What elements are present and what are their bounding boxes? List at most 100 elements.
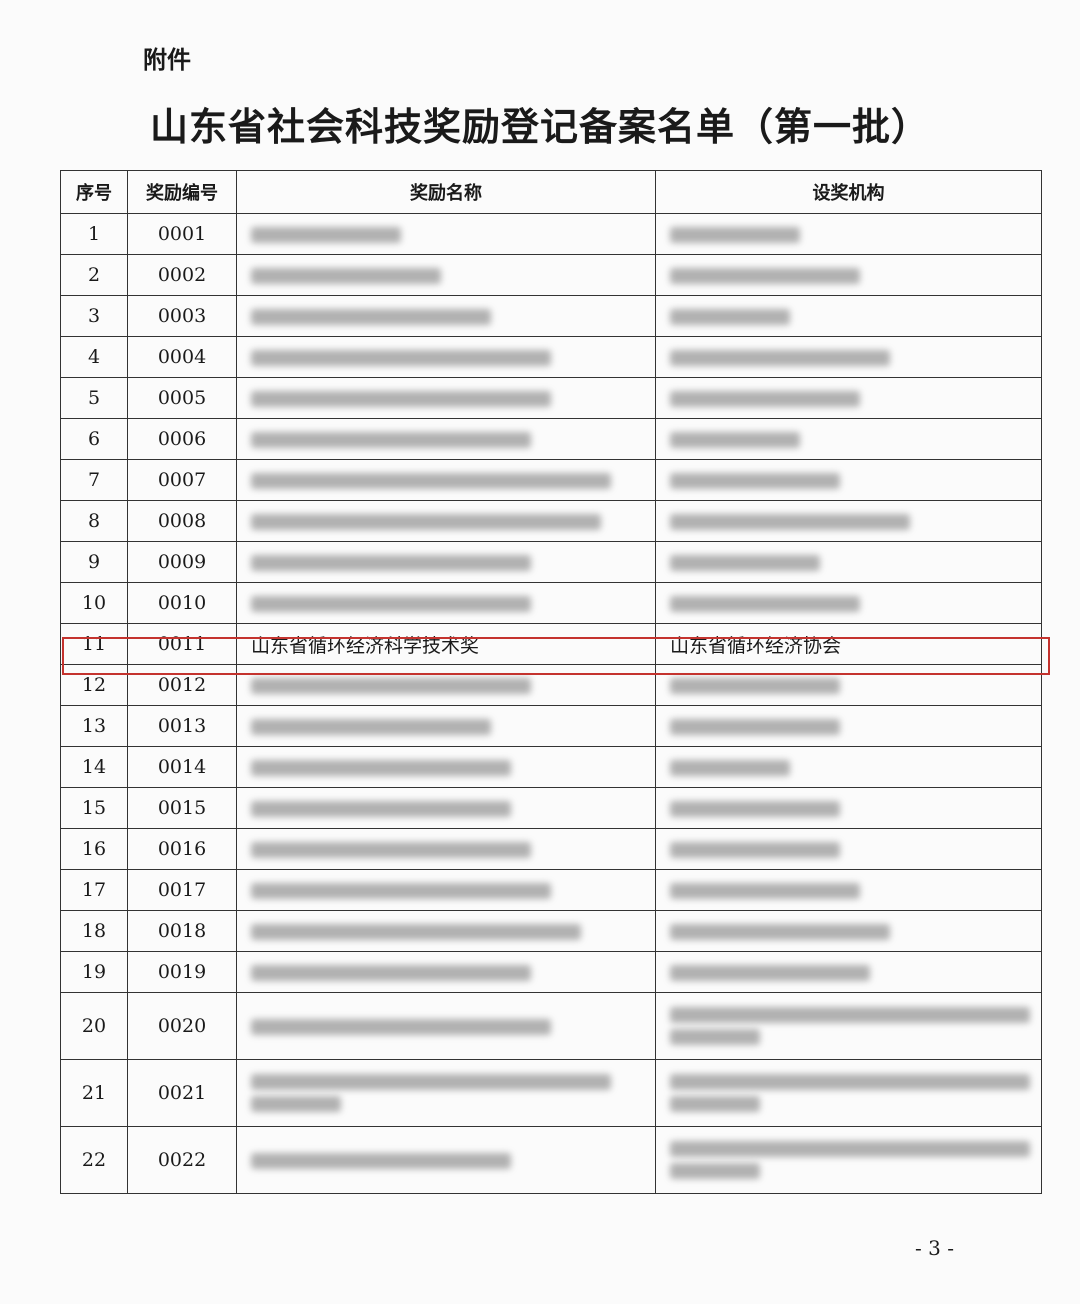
award-org-redacted <box>655 213 1042 255</box>
row-number: 12 <box>60 664 128 706</box>
award-name: 山东省循环经济科学技术奖 <box>236 623 656 665</box>
table-row: 4 0004 <box>60 336 1042 378</box>
row-number: 8 <box>60 500 128 542</box>
redacted-text <box>670 1163 760 1179</box>
redacted-text <box>670 514 910 530</box>
redacted-text <box>670 965 870 981</box>
row-number: 19 <box>60 951 128 993</box>
redacted-text <box>251 760 511 776</box>
row-number: 13 <box>60 705 128 747</box>
redacted-text <box>251 1096 341 1112</box>
award-org-redacted <box>655 459 1042 501</box>
row-number: 21 <box>60 1059 128 1127</box>
award-name-redacted <box>236 295 656 337</box>
award-org-redacted <box>655 418 1042 460</box>
redacted-text <box>670 719 840 735</box>
redacted-text <box>670 1074 1030 1090</box>
award-code: 0009 <box>127 541 237 583</box>
redacted-text <box>670 555 820 571</box>
table-row: 2 0002 <box>60 254 1042 296</box>
row-number: 20 <box>60 992 128 1060</box>
award-name-redacted <box>236 459 656 501</box>
row-number: 11 <box>60 623 128 665</box>
table-row: 16 0016 <box>60 828 1042 870</box>
award-name-redacted <box>236 951 656 993</box>
redacted-text <box>670 801 840 817</box>
award-code: 0016 <box>127 828 237 870</box>
table-row: 11 0011 山东省循环经济科学技术奖 山东省循环经济协会 <box>60 623 1042 665</box>
row-number: 15 <box>60 787 128 829</box>
award-code: 0003 <box>127 295 237 337</box>
award-org-redacted <box>655 910 1042 952</box>
table-row: 17 0017 <box>60 869 1042 911</box>
redacted-text <box>251 801 511 817</box>
redacted-text <box>251 719 491 735</box>
redacted-text <box>670 924 890 940</box>
table-row: 8 0008 <box>60 500 1042 542</box>
redacted-text <box>251 883 551 899</box>
table-row: 22 0022 <box>60 1126 1042 1194</box>
redacted-text <box>670 678 840 694</box>
redacted-text <box>670 883 860 899</box>
award-org-redacted <box>655 664 1042 706</box>
award-name-redacted <box>236 1126 656 1194</box>
table-header-row: 序号 奖励编号 奖励名称 设奖机构 <box>60 170 1042 214</box>
award-org-redacted <box>655 1059 1042 1127</box>
award-org: 山东省循环经济协会 <box>655 623 1042 665</box>
redacted-text <box>251 391 551 407</box>
table-row: 5 0005 <box>60 377 1042 419</box>
award-name-redacted <box>236 910 656 952</box>
award-code: 0010 <box>127 582 237 624</box>
row-number: 2 <box>60 254 128 296</box>
award-name-redacted <box>236 664 656 706</box>
table-row: 13 0013 <box>60 705 1042 747</box>
table-row: 3 0003 <box>60 295 1042 337</box>
redacted-text <box>251 596 531 612</box>
table-row: 9 0009 <box>60 541 1042 583</box>
table-row: 14 0014 <box>60 746 1042 788</box>
award-code: 0014 <box>127 746 237 788</box>
award-code: 0007 <box>127 459 237 501</box>
award-name-redacted <box>236 336 656 378</box>
award-name-redacted <box>236 418 656 460</box>
row-number: 4 <box>60 336 128 378</box>
award-org-redacted <box>655 705 1042 747</box>
award-code: 0012 <box>127 664 237 706</box>
row-number: 17 <box>60 869 128 911</box>
award-code: 0013 <box>127 705 237 747</box>
redacted-text <box>670 760 790 776</box>
award-org-redacted <box>655 787 1042 829</box>
redacted-text <box>670 391 860 407</box>
redacted-text <box>670 1141 1030 1157</box>
redacted-text <box>251 1019 551 1035</box>
award-name-redacted <box>236 582 656 624</box>
table-row: 6 0006 <box>60 418 1042 460</box>
award-org-redacted <box>655 746 1042 788</box>
redacted-text <box>670 268 860 284</box>
row-number: 22 <box>60 1126 128 1194</box>
table-row: 20 0020 <box>60 992 1042 1060</box>
award-name-redacted <box>236 254 656 296</box>
award-code: 0004 <box>127 336 237 378</box>
table-row: 18 0018 <box>60 910 1042 952</box>
row-number: 7 <box>60 459 128 501</box>
award-name-redacted <box>236 992 656 1060</box>
row-number: 14 <box>60 746 128 788</box>
table-row: 12 0012 <box>60 664 1042 706</box>
award-org-redacted <box>655 951 1042 993</box>
award-org-redacted <box>655 828 1042 870</box>
award-code: 0020 <box>127 992 237 1060</box>
col-header-code: 奖励编号 <box>127 170 237 214</box>
redacted-text <box>670 596 860 612</box>
award-code: 0001 <box>127 213 237 255</box>
award-name-redacted <box>236 213 656 255</box>
award-org-redacted <box>655 377 1042 419</box>
redacted-text <box>251 1153 511 1169</box>
row-number: 16 <box>60 828 128 870</box>
row-number: 6 <box>60 418 128 460</box>
award-org-redacted <box>655 254 1042 296</box>
award-code: 0015 <box>127 787 237 829</box>
redacted-text <box>670 350 890 366</box>
award-code: 0019 <box>127 951 237 993</box>
award-name-redacted <box>236 377 656 419</box>
